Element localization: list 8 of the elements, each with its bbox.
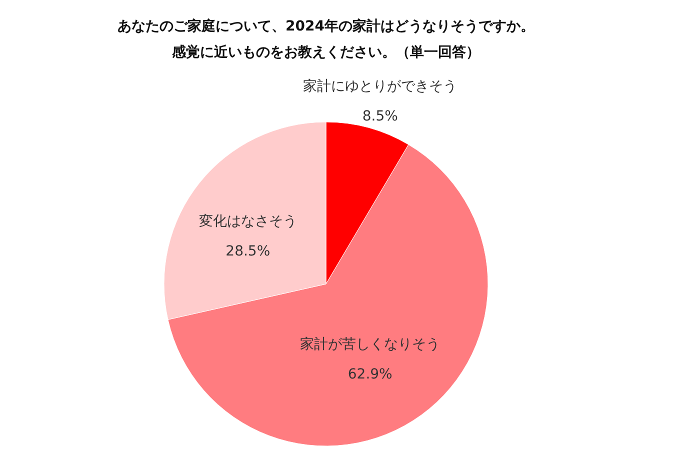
slice-label: 家計が苦しくなりそう: [300, 336, 440, 353]
chart-title: あなたのご家庭について、2024年の家計はどうなりそうですか。: [118, 17, 534, 34]
data-label: 28.5%: [226, 244, 270, 260]
slice-label: 家計にゆとりができそう: [303, 78, 458, 94]
chart-subtitle: 感覚に近いものをお教えください。（単一回答）: [171, 43, 480, 60]
data-label: 8.5%: [362, 108, 398, 124]
data-label: 62.9%: [348, 366, 392, 383]
slice-label: 変化はなさそう: [198, 214, 297, 230]
